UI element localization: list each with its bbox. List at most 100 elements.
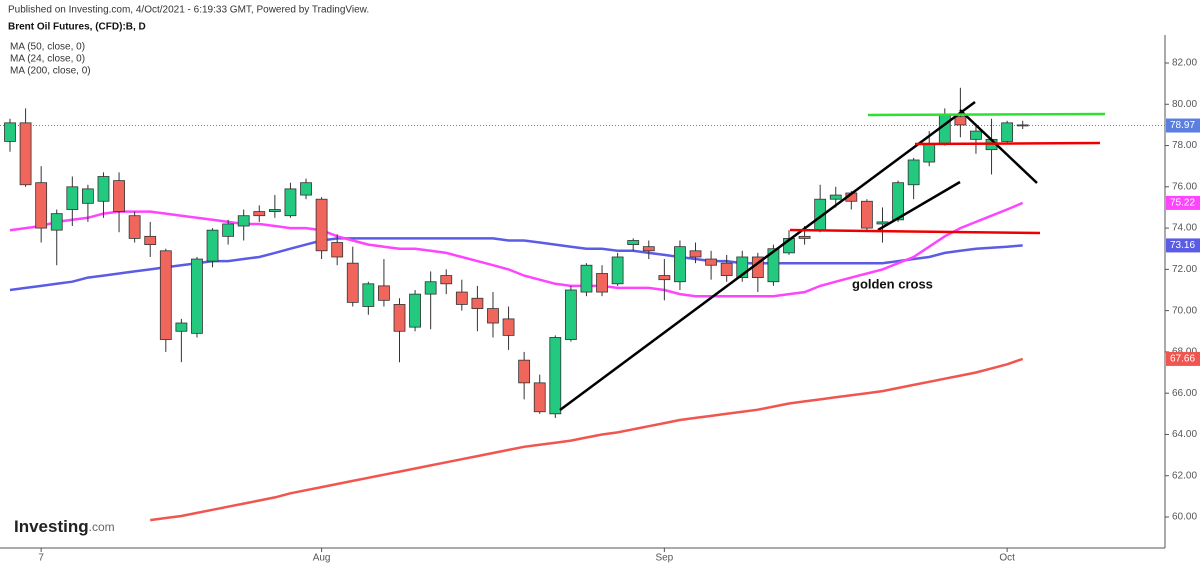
candle-body	[284, 188, 297, 217]
price-tag-label: 73.16	[1170, 240, 1195, 251]
candle-body	[596, 273, 608, 293]
candle-body	[315, 198, 328, 252]
candle-body	[237, 215, 250, 227]
candle-body	[159, 250, 172, 340]
candle-body	[424, 281, 437, 295]
candle-body	[66, 186, 79, 210]
candle-body	[144, 235, 157, 246]
y-tick-label: 64.00	[1172, 429, 1197, 440]
candle-body	[876, 221, 889, 225]
candle-body	[580, 264, 593, 293]
candle-body	[798, 235, 811, 239]
legend-entry: MA (24, close, 0)	[10, 54, 85, 65]
y-tick-label: 60.00	[1172, 512, 1197, 523]
candle-body	[954, 116, 967, 126]
price-tag-label: 75.22	[1170, 198, 1195, 209]
x-tick-label: Oct	[999, 553, 1015, 564]
candle-body	[128, 215, 141, 239]
trend-line	[959, 109, 1038, 184]
logo-name: Investing	[14, 517, 89, 536]
candle-body	[658, 275, 671, 281]
y-tick-label: 62.00	[1172, 470, 1197, 481]
candle-body	[487, 308, 499, 324]
candle-body	[331, 242, 344, 258]
candle-body	[362, 283, 375, 307]
trend-line	[559, 100, 976, 412]
candle-body	[518, 359, 531, 384]
candle-body	[19, 122, 32, 186]
candle-body	[923, 143, 936, 163]
candle-body	[907, 159, 920, 186]
x-tick-label: Aug	[313, 553, 331, 564]
candle-body	[1001, 122, 1014, 142]
candle-body	[268, 209, 281, 212]
candle-body	[378, 285, 390, 301]
candle-body	[564, 289, 577, 340]
chart-title: Brent Oil Futures, (CFD):B, D	[8, 22, 146, 33]
candle-body	[674, 246, 686, 283]
candle-body	[409, 293, 421, 328]
candle-body	[611, 256, 624, 285]
y-tick-label: 80.00	[1172, 99, 1197, 110]
y-tick-label: 70.00	[1172, 305, 1197, 316]
candle-body	[300, 182, 312, 196]
legend-entry: MA (50, close, 0)	[10, 42, 85, 53]
price-tag-label: 78.97	[1170, 120, 1195, 131]
candle-body	[736, 256, 749, 279]
candle-body	[471, 297, 484, 309]
candle-body	[4, 122, 16, 142]
candle-body	[113, 180, 125, 212]
candle-body	[689, 250, 702, 258]
candle-body	[222, 223, 235, 237]
candle-body	[191, 258, 203, 334]
candle-body	[970, 130, 982, 140]
ma-line	[9, 201, 1024, 298]
candle-body	[720, 262, 733, 276]
published-note: Published on Investing.com, 4/Oct/2021 -…	[8, 5, 369, 16]
candle-body	[97, 176, 110, 202]
candle-body	[393, 304, 406, 332]
annotation: golden cross	[852, 276, 933, 291]
candle-body	[502, 318, 515, 336]
x-tick-label: Sep	[655, 553, 673, 564]
candle-body	[175, 322, 188, 332]
drawings	[559, 100, 1106, 412]
y-tick-label: 72.00	[1172, 264, 1197, 275]
logo: Investing.com	[14, 517, 115, 536]
price-tag	[1166, 351, 1200, 366]
support-line	[789, 228, 1041, 235]
candle-body	[861, 200, 873, 229]
candle-body	[346, 262, 359, 303]
price-tag	[1166, 118, 1200, 133]
candle-body	[767, 248, 780, 283]
candle-body	[440, 275, 453, 285]
candle-body	[627, 240, 640, 246]
candle-body	[642, 246, 655, 252]
candle-body	[206, 229, 219, 262]
logo-suffix: .com	[89, 520, 115, 534]
y-tick-label: 74.00	[1172, 223, 1197, 234]
price-tag-label: 67.66	[1170, 354, 1195, 365]
candle-body	[253, 211, 266, 217]
x-tick-label: 7	[38, 553, 44, 564]
candle-body	[892, 182, 904, 221]
candle-body	[705, 258, 717, 266]
price-tag	[1166, 195, 1200, 210]
candle-body	[455, 291, 468, 305]
ma-line	[9, 237, 1023, 292]
resistance-line	[867, 112, 1106, 117]
price-tag	[1166, 238, 1200, 253]
candle-body	[533, 382, 546, 413]
candle-body	[549, 337, 562, 415]
candle-body	[82, 188, 94, 204]
y-tick-label: 78.00	[1172, 140, 1197, 151]
ma-line	[150, 357, 1024, 522]
candle-body	[938, 114, 951, 144]
candle-body	[1016, 124, 1029, 127]
candle-body	[829, 194, 842, 200]
legend-entry: MA (200, close, 0)	[10, 66, 91, 77]
y-tick-label: 66.00	[1172, 388, 1197, 399]
support-line	[914, 141, 1101, 146]
trend-line	[877, 180, 961, 232]
